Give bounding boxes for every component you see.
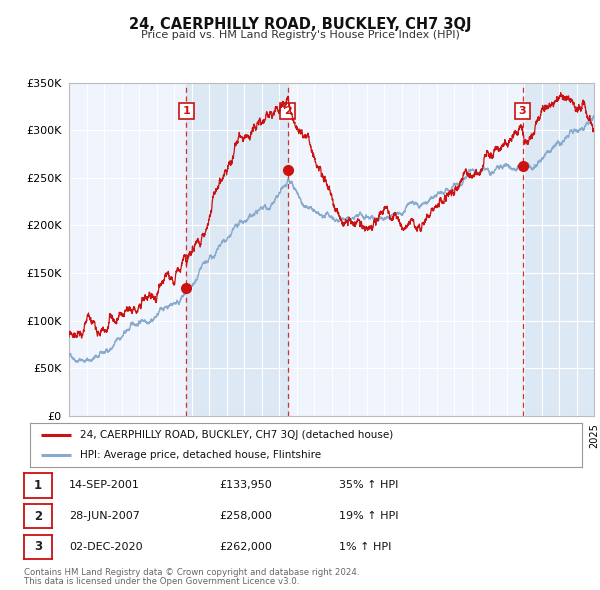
Text: HPI: Average price, detached house, Flintshire: HPI: Average price, detached house, Flin…: [80, 450, 321, 460]
Text: 35% ↑ HPI: 35% ↑ HPI: [339, 480, 398, 490]
Text: 28-JUN-2007: 28-JUN-2007: [69, 511, 140, 521]
Text: Price paid vs. HM Land Registry's House Price Index (HPI): Price paid vs. HM Land Registry's House …: [140, 30, 460, 40]
Text: 24, CAERPHILLY ROAD, BUCKLEY, CH7 3QJ: 24, CAERPHILLY ROAD, BUCKLEY, CH7 3QJ: [129, 17, 471, 31]
Text: 24, CAERPHILLY ROAD, BUCKLEY, CH7 3QJ (detached house): 24, CAERPHILLY ROAD, BUCKLEY, CH7 3QJ (d…: [80, 430, 393, 440]
Text: 2: 2: [284, 106, 292, 116]
Text: 3: 3: [519, 106, 526, 116]
Text: 19% ↑ HPI: 19% ↑ HPI: [339, 511, 398, 521]
Text: 2: 2: [34, 510, 42, 523]
Bar: [187, 83, 287, 416]
Text: Contains HM Land Registry data © Crown copyright and database right 2024.: Contains HM Land Registry data © Crown c…: [24, 568, 359, 577]
Text: 02-DEC-2020: 02-DEC-2020: [69, 542, 143, 552]
Text: £133,950: £133,950: [219, 480, 272, 490]
Text: 1: 1: [34, 479, 42, 492]
Text: £258,000: £258,000: [219, 511, 272, 521]
Text: £262,000: £262,000: [219, 542, 272, 552]
Text: 3: 3: [34, 540, 42, 553]
Text: 1% ↑ HPI: 1% ↑ HPI: [339, 542, 391, 552]
Text: 14-SEP-2001: 14-SEP-2001: [69, 480, 140, 490]
Text: This data is licensed under the Open Government Licence v3.0.: This data is licensed under the Open Gov…: [24, 578, 299, 586]
Text: 1: 1: [182, 106, 190, 116]
Bar: [523, 83, 594, 416]
